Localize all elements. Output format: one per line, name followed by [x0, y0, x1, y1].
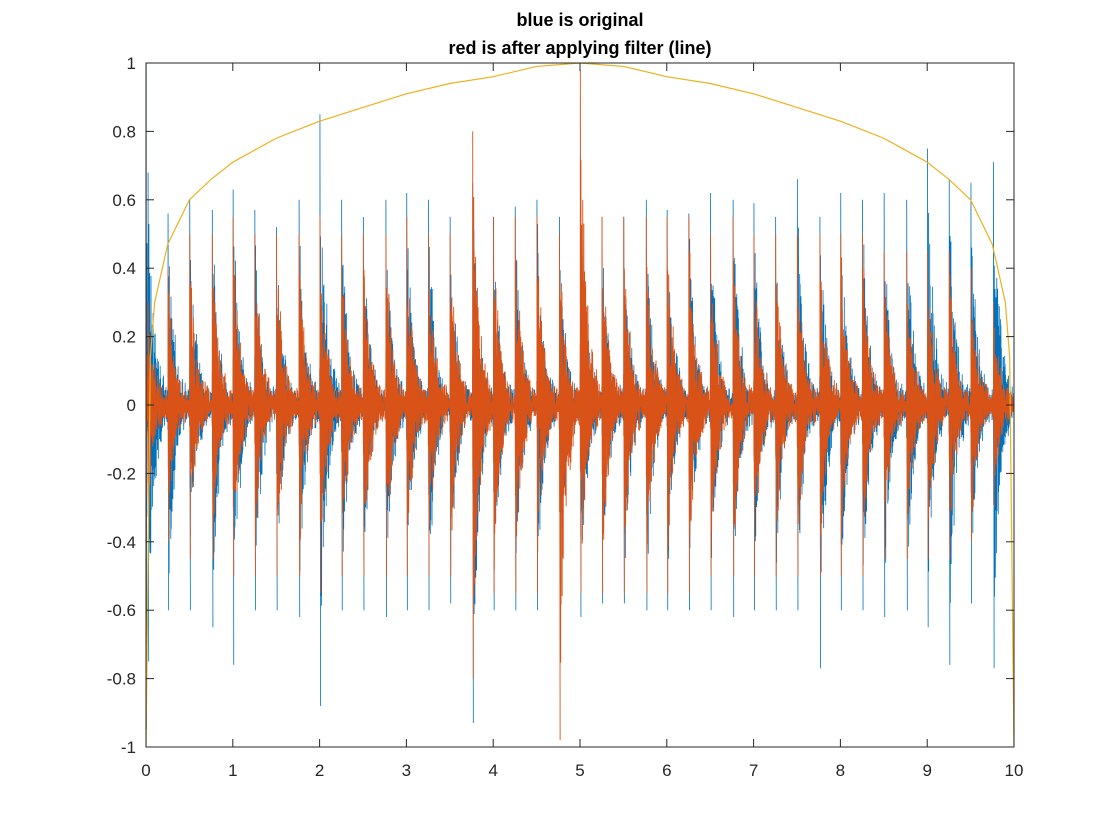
- x-tick-label: 10: [1005, 761, 1024, 780]
- y-tick-label: -0.8: [107, 670, 136, 689]
- y-tick-label: 0.4: [112, 259, 136, 278]
- series-filtered-signal: [145, 69, 1015, 741]
- y-tick-label: -0.4: [107, 533, 136, 552]
- x-tick-label: 4: [488, 761, 497, 780]
- y-tick-label: 0: [127, 396, 136, 415]
- y-tick-label: -0.2: [107, 464, 136, 483]
- x-tick-label: 2: [315, 761, 324, 780]
- y-tick-label: -0.6: [107, 601, 136, 620]
- x-tick-label: 7: [749, 761, 758, 780]
- chart-title-line-2: red is after applying filter (line): [448, 38, 711, 58]
- y-tick-label: 0.6: [112, 191, 136, 210]
- x-tick-label: 0: [141, 761, 150, 780]
- axes-group: 0 1 2 3 4 5 6 7 8 9 10 1 0.8 0.6 0.4 0.2 0 -0.2 -0.4 -0.6 -0…: [107, 54, 1024, 780]
- x-tick-label: 6: [662, 761, 671, 780]
- x-tick-label: 8: [836, 761, 845, 780]
- y-tick-label: -1: [121, 738, 136, 757]
- y-tick-label: 0.8: [112, 122, 136, 141]
- y-tick-label: 0.2: [112, 328, 136, 347]
- chart-title-line-1: blue is original: [516, 10, 643, 30]
- x-tick-label: 9: [922, 761, 931, 780]
- x-tick-label: 1: [228, 761, 237, 780]
- x-tick-label: 3: [402, 761, 411, 780]
- y-tick-label: 1: [127, 54, 136, 73]
- x-tick-label: 5: [575, 761, 584, 780]
